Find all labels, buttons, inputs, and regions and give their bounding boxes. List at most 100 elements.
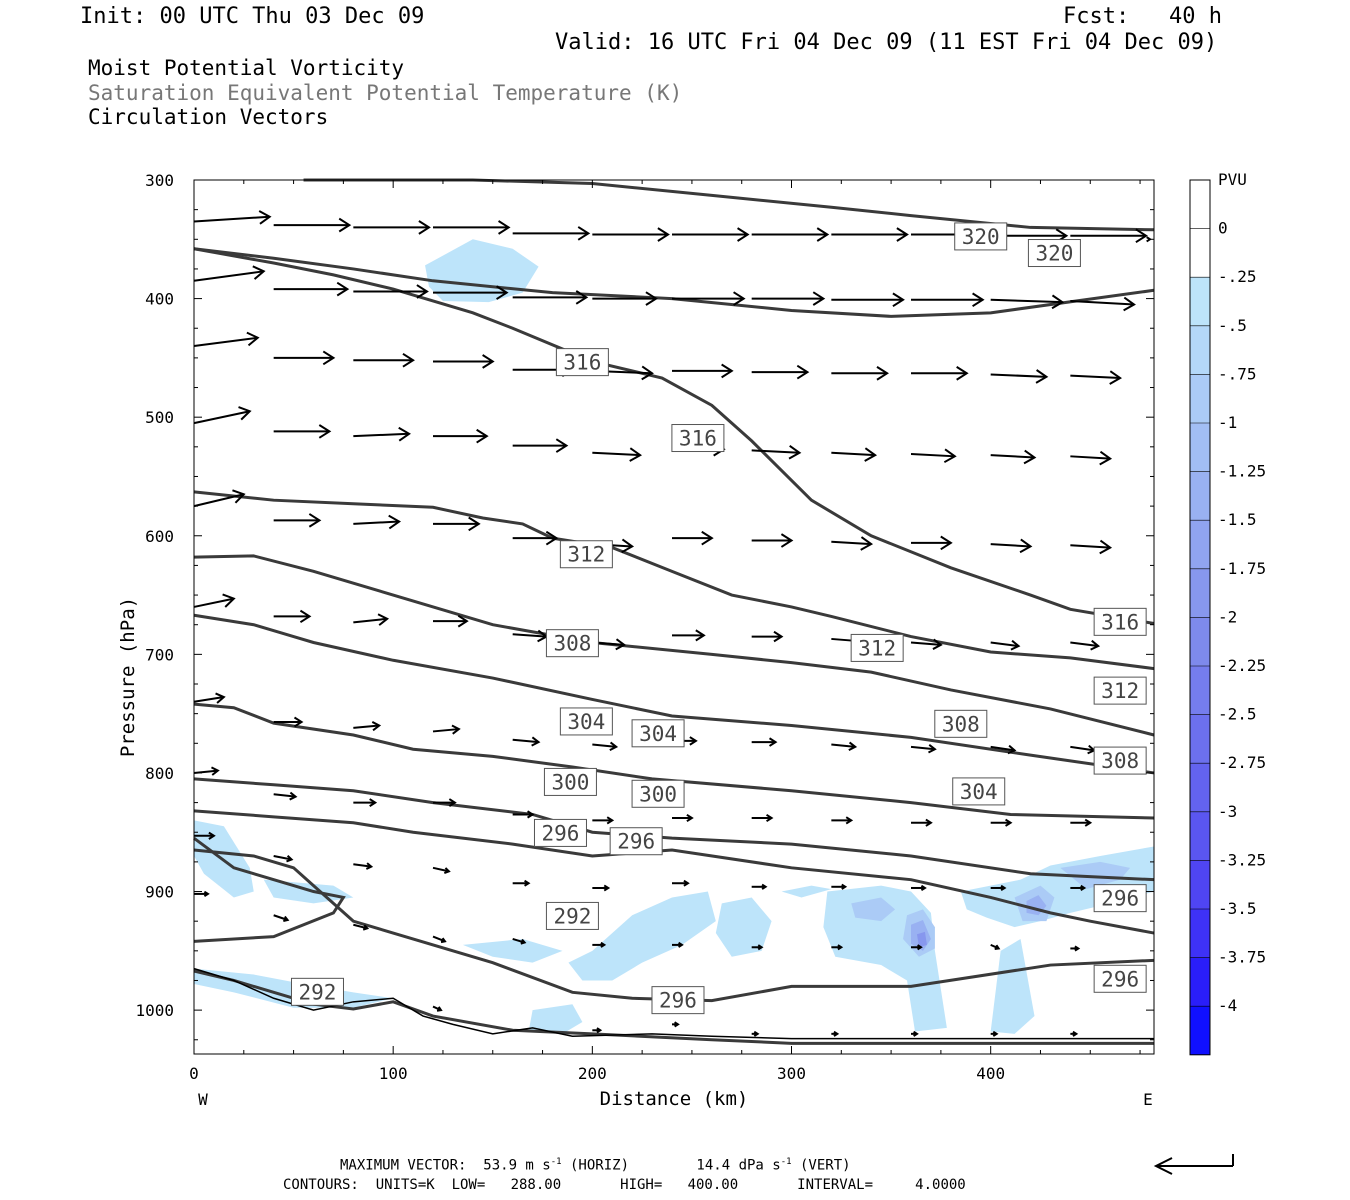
wind-vector [193, 210, 272, 225]
contour-312 [193, 490, 1155, 671]
wind-vector [592, 884, 611, 892]
colorbar-label: -2.5 [1218, 705, 1257, 724]
contour-label: 300 [631, 779, 685, 808]
colorbar-swatch [1190, 180, 1210, 229]
colorbar-swatch [1190, 1006, 1210, 1055]
wind-vector [751, 737, 778, 747]
wind-vector [751, 445, 802, 460]
wind-vector [353, 862, 374, 870]
wind-vector [592, 1027, 603, 1034]
colorbar-swatch [1190, 423, 1210, 472]
contour-308 [193, 554, 1155, 737]
wind-vector [194, 890, 210, 897]
wind-vector [194, 831, 216, 840]
circulation-vectors [193, 210, 1152, 1037]
wind-vector [990, 818, 1013, 827]
wind-vector [432, 724, 461, 735]
wind-vector [990, 884, 1007, 892]
wind-vector [910, 743, 937, 754]
svg-text:500: 500 [145, 408, 174, 427]
max-vector-text: MAXIMUM VECTOR: 53.9 m s-1 (HORIZ) 14.4 … [340, 1157, 851, 1174]
contour-label: 296 [651, 986, 705, 1015]
wind-vector [672, 1021, 680, 1028]
colorbar-swatch [1190, 909, 1210, 958]
colorbar-label: -1.25 [1218, 462, 1266, 481]
wind-vector [433, 614, 469, 628]
contour-296 [193, 836, 346, 943]
wind-vector [273, 716, 304, 728]
wind-vector [1070, 370, 1123, 385]
y-tick: 700 [145, 645, 1154, 664]
svg-text:0: 0 [189, 1064, 199, 1083]
wind-vector [592, 741, 619, 751]
contour-296 [193, 777, 1155, 882]
svg-text:316: 316 [679, 427, 717, 451]
svg-text:320: 320 [1035, 242, 1073, 266]
contour-label: 296 [1093, 884, 1147, 913]
colorbar-swatch [1190, 811, 1210, 861]
colorbar-swatch [1190, 763, 1210, 812]
svg-text:300: 300 [551, 770, 589, 794]
contour-300 [193, 702, 1155, 820]
wind-vector [512, 736, 541, 747]
forecast-hour: Fcst: 40 h [1063, 4, 1222, 29]
wind-vector [353, 798, 378, 807]
wind-vector [672, 941, 684, 948]
wind-vector [193, 489, 246, 508]
wind-vector [193, 692, 226, 704]
wind-vector [751, 944, 764, 951]
wind-vector [831, 536, 874, 551]
pv-region [851, 897, 896, 922]
wind-vector [831, 366, 889, 381]
y-tick: 500 [145, 408, 1154, 427]
wind-vector [990, 744, 1017, 755]
contour-292 [193, 848, 1155, 1003]
wind-vector [433, 354, 495, 369]
colorbar-label: -2 [1218, 607, 1237, 626]
svg-text:304: 304 [567, 710, 605, 734]
wind-vector [353, 613, 390, 626]
wind-vector [1070, 945, 1081, 952]
colorbar-swatch [1190, 325, 1210, 375]
wind-vector [990, 943, 1001, 951]
contour-label: 308 [1093, 746, 1147, 775]
wind-vector [353, 721, 382, 732]
terrain-surface [193, 967, 1154, 1040]
y-tick: 900 [145, 883, 1154, 902]
wind-vector [512, 290, 589, 305]
contour-label: 292 [290, 977, 344, 1006]
wind-vector [592, 816, 615, 825]
colorbar-swatch [1190, 617, 1210, 666]
wind-vector [1070, 296, 1136, 312]
wind-vector [353, 426, 411, 442]
wind-vector [672, 530, 714, 546]
svg-text:312: 312 [1101, 679, 1139, 703]
svg-text:1000: 1000 [135, 1001, 174, 1020]
colorbar-swatch [1190, 374, 1210, 423]
svg-text:312: 312 [858, 636, 896, 660]
wind-vector [831, 1030, 840, 1037]
svg-text:308: 308 [1101, 749, 1139, 773]
colorbar-swatch [1190, 957, 1210, 1007]
x-west-label: W [198, 1090, 208, 1109]
x-tick: 200 [578, 180, 607, 1083]
colorbar-label: -.75 [1218, 364, 1257, 383]
wind-vector [353, 220, 431, 235]
contour-label: 296 [1093, 964, 1147, 993]
y-axis-label: Pressure (hPa) [117, 597, 139, 757]
wind-vector [273, 513, 322, 528]
svg-text:296: 296 [659, 989, 697, 1013]
contour-304 [193, 613, 1155, 775]
wind-vector [353, 352, 415, 368]
x-tick: 300 [777, 180, 806, 1083]
y-tick: 1000 [135, 1001, 1154, 1020]
contour-label: 320 [954, 222, 1008, 251]
svg-text:312: 312 [567, 543, 605, 567]
colorbar-swatch [1190, 860, 1210, 909]
x-tick: 100 [379, 180, 408, 1083]
contour-label: 308 [545, 629, 599, 658]
wind-vector [910, 448, 957, 464]
colorbar-swatch [1190, 568, 1210, 618]
surface-line [193, 967, 1154, 1040]
svg-text:300: 300 [639, 782, 677, 806]
